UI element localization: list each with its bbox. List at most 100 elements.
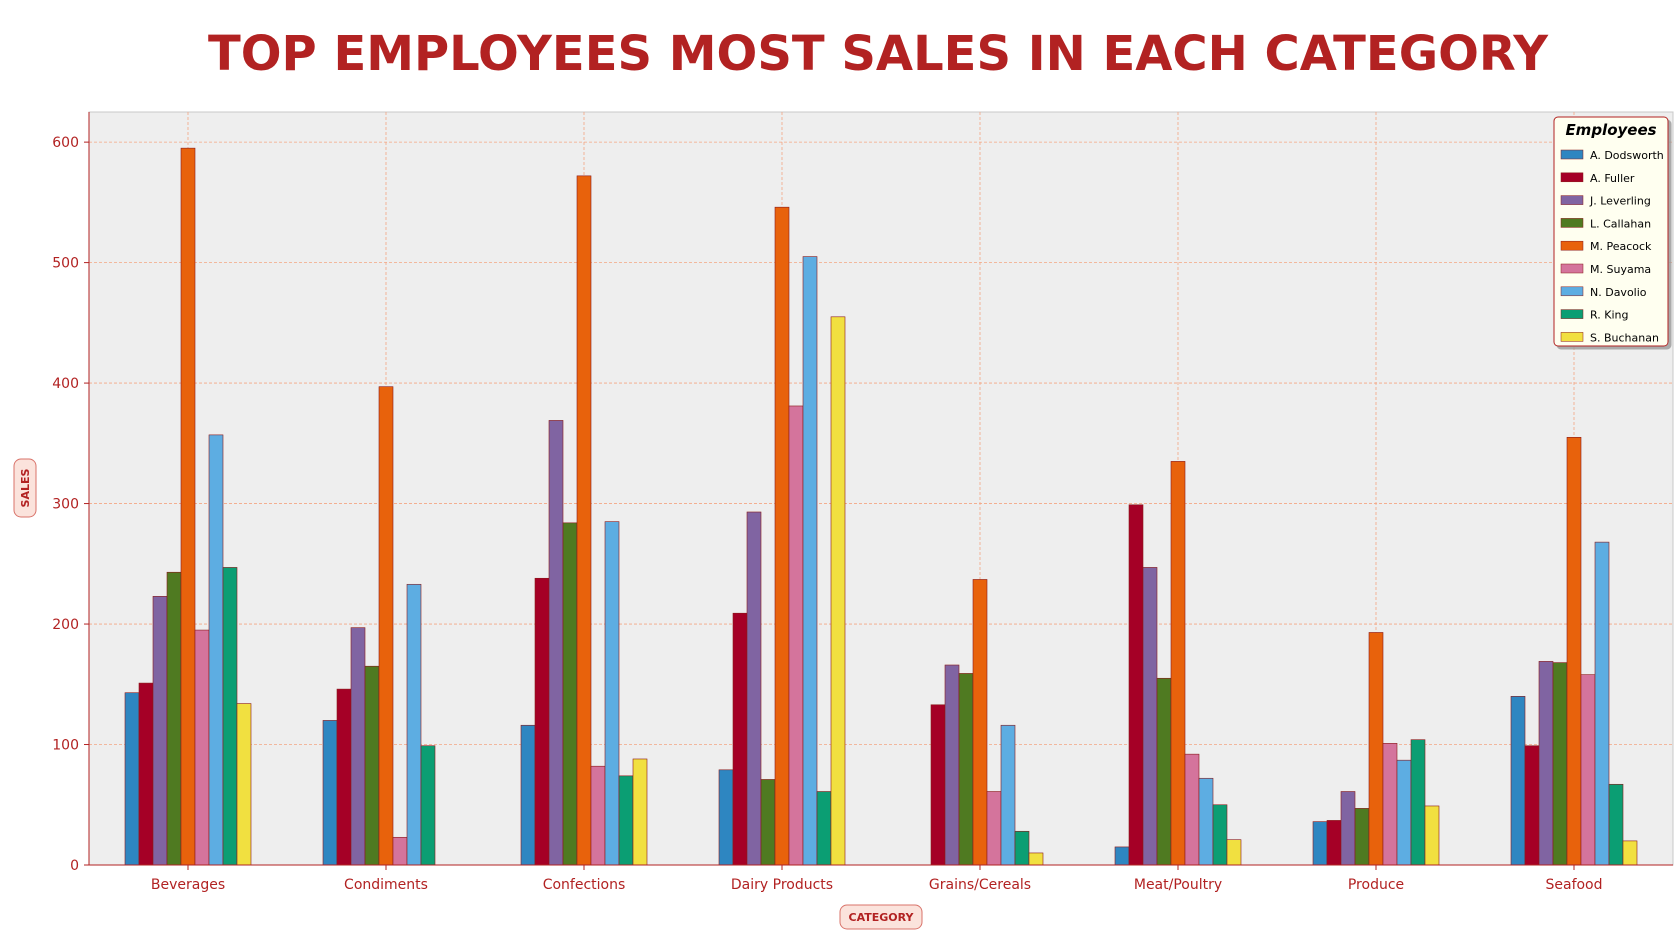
bar bbox=[208, 434, 224, 866]
bar bbox=[180, 147, 196, 866]
bar bbox=[760, 779, 776, 866]
bar bbox=[236, 703, 252, 866]
bar bbox=[138, 682, 154, 866]
legend-swatch bbox=[1560, 149, 1584, 160]
bar bbox=[1170, 461, 1186, 866]
legend-label: S. Buchanan bbox=[1590, 331, 1659, 344]
y-axis-label-text: SALES bbox=[19, 468, 32, 507]
legend-label: M. Suyama bbox=[1590, 263, 1651, 276]
bar bbox=[406, 583, 422, 866]
legend-items: A. Dodsworth A. Fuller J. Leverling L. Call… bbox=[1560, 149, 1664, 344]
bar bbox=[1128, 504, 1144, 866]
bar bbox=[830, 316, 846, 866]
bars bbox=[124, 147, 1638, 866]
legend-swatch bbox=[1560, 172, 1584, 183]
bar bbox=[576, 175, 592, 866]
chart-title: TOP EMPLOYEES MOST SALES IN EACH CATEGOR… bbox=[208, 26, 1549, 82]
bar bbox=[972, 579, 988, 866]
bar bbox=[1156, 677, 1172, 866]
legend-label: M. Peacock bbox=[1590, 240, 1652, 253]
bar bbox=[632, 758, 648, 866]
bar bbox=[746, 511, 762, 866]
legend-label: R. King bbox=[1590, 309, 1628, 322]
y-tick-label: 600 bbox=[52, 135, 79, 151]
bar bbox=[816, 791, 832, 866]
y-tick-label: 0 bbox=[70, 858, 79, 874]
bar bbox=[944, 664, 960, 866]
legend-label: A. Fuller bbox=[1590, 172, 1635, 185]
bar bbox=[548, 420, 564, 866]
bar bbox=[1000, 724, 1016, 866]
x-tick-label: Condiments bbox=[344, 877, 428, 893]
bar bbox=[1424, 805, 1440, 866]
bar bbox=[1622, 840, 1638, 866]
bar bbox=[590, 765, 606, 866]
legend-swatch bbox=[1560, 263, 1584, 274]
y-tick-label: 500 bbox=[52, 256, 79, 272]
x-axis-label-text: CATEGORY bbox=[849, 911, 915, 924]
x-axis-label: CATEGORY bbox=[839, 904, 923, 930]
y-tick-label: 300 bbox=[52, 497, 79, 513]
bar bbox=[392, 836, 408, 866]
bar bbox=[1510, 696, 1526, 866]
bar bbox=[1014, 830, 1030, 866]
bar bbox=[1226, 839, 1242, 866]
bar bbox=[1524, 745, 1540, 866]
bar bbox=[166, 571, 182, 866]
bar bbox=[1198, 777, 1214, 866]
bar bbox=[802, 256, 818, 866]
legend-title: Employees bbox=[1565, 121, 1656, 139]
y-tick-label: 100 bbox=[52, 738, 79, 754]
legend-label: A. Dodsworth bbox=[1590, 149, 1664, 162]
y-tick-label: 400 bbox=[52, 376, 79, 392]
bar bbox=[152, 596, 168, 866]
bar bbox=[1608, 783, 1624, 866]
x-tick-label: Confections bbox=[543, 877, 626, 893]
legend-swatch bbox=[1560, 195, 1584, 205]
y-tick-label: 200 bbox=[52, 617, 79, 633]
bar bbox=[420, 745, 436, 866]
bar bbox=[194, 629, 210, 866]
y-axis: 0 100 200 300 400 500 600 bbox=[52, 112, 90, 874]
bar bbox=[350, 627, 366, 866]
legend-label: N. Davolio bbox=[1590, 286, 1647, 299]
bar bbox=[1340, 791, 1356, 866]
bar bbox=[1114, 846, 1130, 866]
bar bbox=[222, 567, 238, 866]
bar bbox=[1184, 753, 1200, 866]
bar bbox=[1028, 852, 1044, 866]
bar bbox=[378, 386, 394, 866]
bar bbox=[788, 405, 804, 866]
bar bbox=[322, 720, 338, 866]
bar bbox=[604, 521, 620, 866]
legend-swatch bbox=[1560, 286, 1584, 297]
legend-label: J. Leverling bbox=[1589, 195, 1651, 208]
bar bbox=[958, 673, 974, 866]
legend-swatch bbox=[1560, 332, 1584, 342]
legend-swatch bbox=[1560, 309, 1584, 319]
x-axis: Beverages Condiments Confections Dairy Prod… bbox=[89, 864, 1673, 893]
bar bbox=[1580, 674, 1596, 866]
bar bbox=[1312, 821, 1328, 866]
bar bbox=[618, 775, 634, 866]
bar bbox=[1410, 739, 1426, 866]
bar bbox=[1566, 436, 1582, 866]
x-tick-label: Produce bbox=[1348, 877, 1404, 893]
bar bbox=[1594, 541, 1610, 866]
bar bbox=[1538, 661, 1554, 866]
bar bbox=[732, 612, 748, 866]
x-tick-label: Meat/Poultry bbox=[1134, 877, 1222, 893]
bar bbox=[1368, 632, 1384, 866]
bar bbox=[986, 791, 1002, 866]
x-tick-label: Beverages bbox=[151, 877, 225, 893]
bar bbox=[930, 704, 946, 866]
bar bbox=[562, 522, 578, 866]
bar bbox=[718, 769, 734, 866]
x-tick-label: Seafood bbox=[1545, 877, 1602, 893]
bar bbox=[1142, 567, 1158, 866]
bar bbox=[534, 577, 550, 866]
bar bbox=[1354, 808, 1370, 866]
legend-swatch bbox=[1560, 240, 1584, 251]
